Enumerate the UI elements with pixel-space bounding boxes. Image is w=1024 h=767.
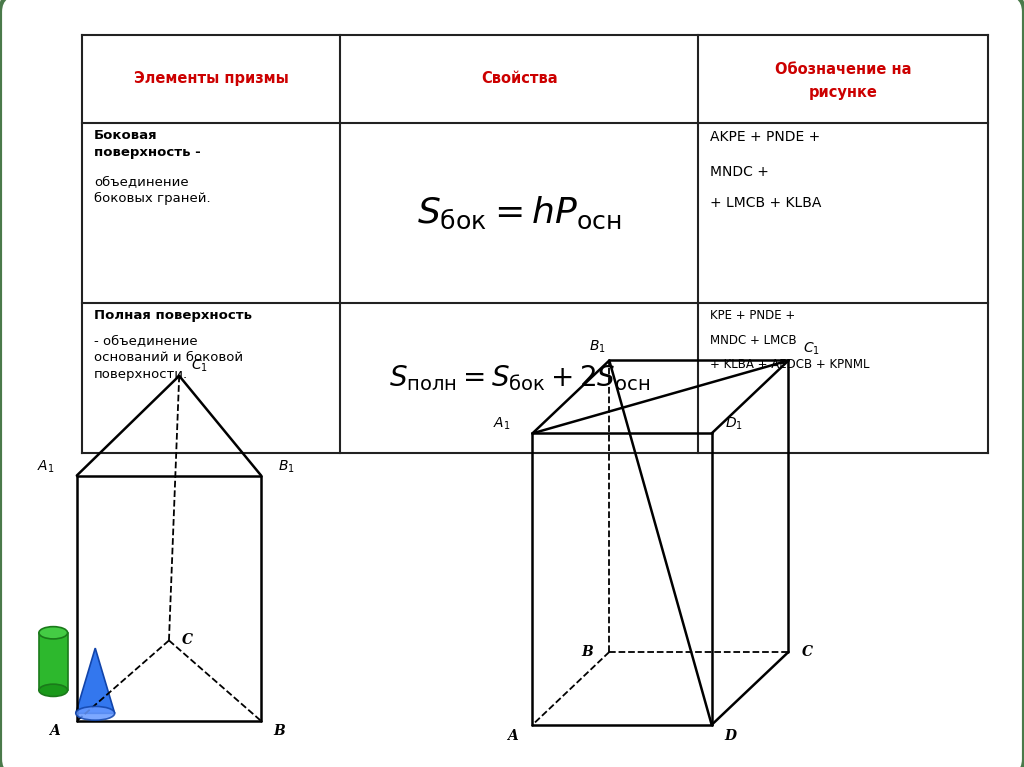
Text: объединение
боковых граней.: объединение боковых граней. <box>94 175 211 205</box>
Ellipse shape <box>76 706 115 720</box>
Text: Обозначение на: Обозначение на <box>775 62 911 77</box>
Text: $D_1$: $D_1$ <box>725 416 743 433</box>
Text: D: D <box>724 729 736 743</box>
Text: - объединение
оснований и боковой
поверхности.: - объединение оснований и боковой поверх… <box>94 334 244 380</box>
Text: A: A <box>49 724 59 738</box>
Text: B: B <box>273 724 286 738</box>
Text: B: B <box>581 645 593 659</box>
Text: $B_1$: $B_1$ <box>589 338 605 355</box>
Ellipse shape <box>39 627 68 639</box>
Text: C: C <box>802 645 812 659</box>
Text: $C_1$: $C_1$ <box>803 341 819 357</box>
Bar <box>39 633 68 690</box>
Text: MNDC +: MNDC + <box>711 165 769 179</box>
Text: A: A <box>507 729 517 743</box>
Text: рисунке: рисунке <box>809 85 878 100</box>
Text: Боковая
поверхность -: Боковая поверхность - <box>94 129 201 159</box>
Text: + LMCB + KLBA: + LMCB + KLBA <box>711 196 822 209</box>
Text: $C_1$: $C_1$ <box>191 357 208 374</box>
Text: AKPE + PNDE +: AKPE + PNDE + <box>711 130 820 144</box>
Text: Полная поверхность: Полная поверхность <box>94 309 252 322</box>
Text: Свойства: Свойства <box>481 71 557 86</box>
Text: $A_1$: $A_1$ <box>37 458 55 475</box>
Text: $B_1$: $B_1$ <box>279 458 295 475</box>
Text: MNDC + LMCB: MNDC + LMCB <box>711 334 797 347</box>
Text: KPE + PNDE +: KPE + PNDE + <box>711 309 796 322</box>
Ellipse shape <box>39 684 68 696</box>
Text: C: C <box>182 634 193 647</box>
Text: $\mathit{S}_{\mathregular{бок}} = \mathit{h}\mathit{P}_{\mathregular{осн}}$: $\mathit{S}_{\mathregular{бок}} = \mathi… <box>417 195 622 231</box>
Polygon shape <box>76 648 115 713</box>
Text: + KLBA + AEDCB + KPNML: + KLBA + AEDCB + KPNML <box>711 358 870 371</box>
Text: $\mathit{S}_{\mathregular{полн}} = \mathit{S}_{\mathregular{бок}} + 2\mathit{S}_: $\mathit{S}_{\mathregular{полн}} = \math… <box>389 363 649 393</box>
Text: $A_1$: $A_1$ <box>493 416 511 433</box>
Text: Элементы призмы: Элементы призмы <box>134 71 289 86</box>
